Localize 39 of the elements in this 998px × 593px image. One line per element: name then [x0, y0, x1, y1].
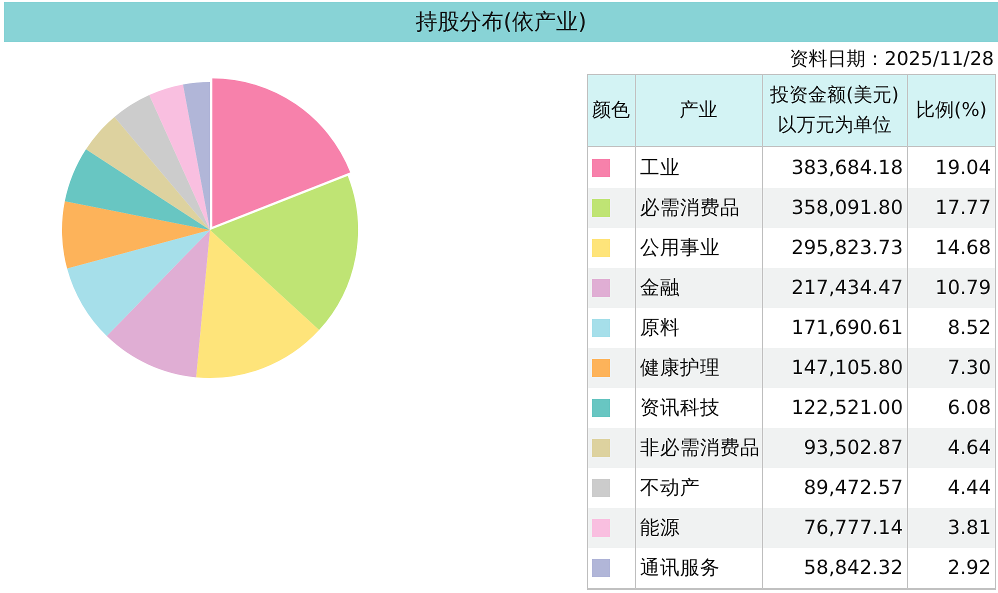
legend-label: 不动产	[640, 475, 700, 501]
legend-label: 金融	[640, 275, 680, 301]
text: 投资金额(美元)以万元为单位	[769, 83, 900, 138]
text: 93,502.87	[804, 436, 903, 459]
legend-label: 资讯科技	[640, 395, 720, 421]
text: 颜色	[591, 98, 631, 123]
text: 76,777.14	[804, 516, 903, 539]
legend-label: 原料	[640, 315, 680, 341]
data-label: 10.79	[935, 275, 991, 301]
data-label: 17.77	[935, 195, 991, 221]
data-label: 4.44	[948, 475, 991, 501]
data-label: 3.81	[948, 515, 991, 541]
legend-label: 非必需消费品	[640, 435, 760, 461]
data-label: 8.52	[948, 315, 991, 341]
data-label: 4.64	[948, 435, 991, 461]
legend-label: 工业	[640, 155, 680, 181]
legend-label: 公用事业	[640, 235, 720, 261]
text: 89,472.57	[804, 476, 903, 499]
legend-label: 必需消费品	[640, 195, 740, 221]
data-label: 6.08	[948, 395, 991, 421]
text: 比例(%)	[915, 98, 988, 123]
text: 383,684.18	[791, 156, 903, 179]
chart-title: 持股分布(依产业)	[4, 2, 998, 42]
text: 资料日期：2025/11/28	[789, 47, 994, 72]
data-label: 2.92	[948, 555, 991, 581]
text: 217,434.47	[791, 276, 903, 299]
text: 58,842.32	[804, 556, 903, 579]
data-label: 14.68	[935, 235, 991, 261]
text: 122,521.00	[791, 396, 903, 419]
text: 147,105.80	[791, 356, 903, 379]
legend-label: 能源	[640, 515, 680, 541]
legend-label: 健康护理	[640, 355, 720, 381]
data-label: 19.04	[935, 155, 991, 181]
legend-label: 通讯服务	[640, 555, 720, 581]
text: 295,823.73	[791, 236, 903, 259]
text: 171,690.61	[791, 316, 903, 339]
data-label: 7.30	[948, 355, 991, 381]
text: 358,091.80	[791, 196, 903, 219]
text: 产业	[678, 98, 718, 123]
